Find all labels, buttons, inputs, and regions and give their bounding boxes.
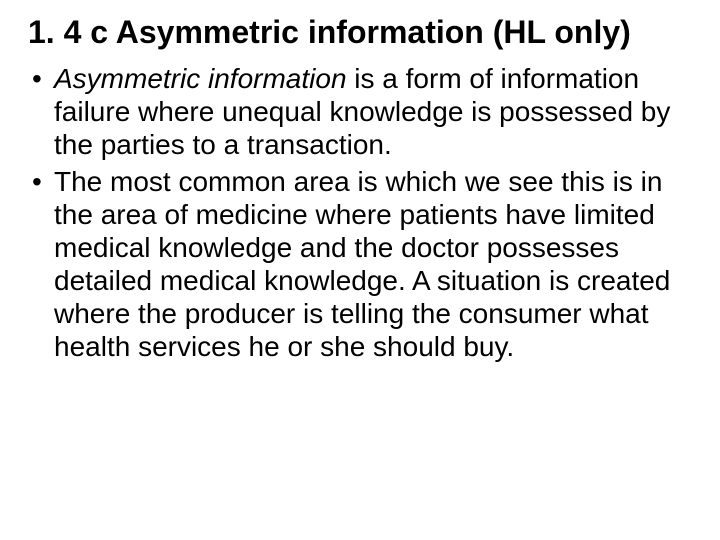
list-item: The most common area is which we see thi… [54, 165, 692, 363]
bullet-term: Asymmetric information [54, 63, 347, 94]
list-item: Asymmetric information is a form of info… [54, 62, 692, 161]
bullet-text: The most common area is which we see thi… [54, 166, 670, 362]
slide-heading: 1. 4 c Asymmetric information (HL only) [28, 14, 692, 52]
bullet-list: Asymmetric information is a form of info… [28, 62, 692, 363]
